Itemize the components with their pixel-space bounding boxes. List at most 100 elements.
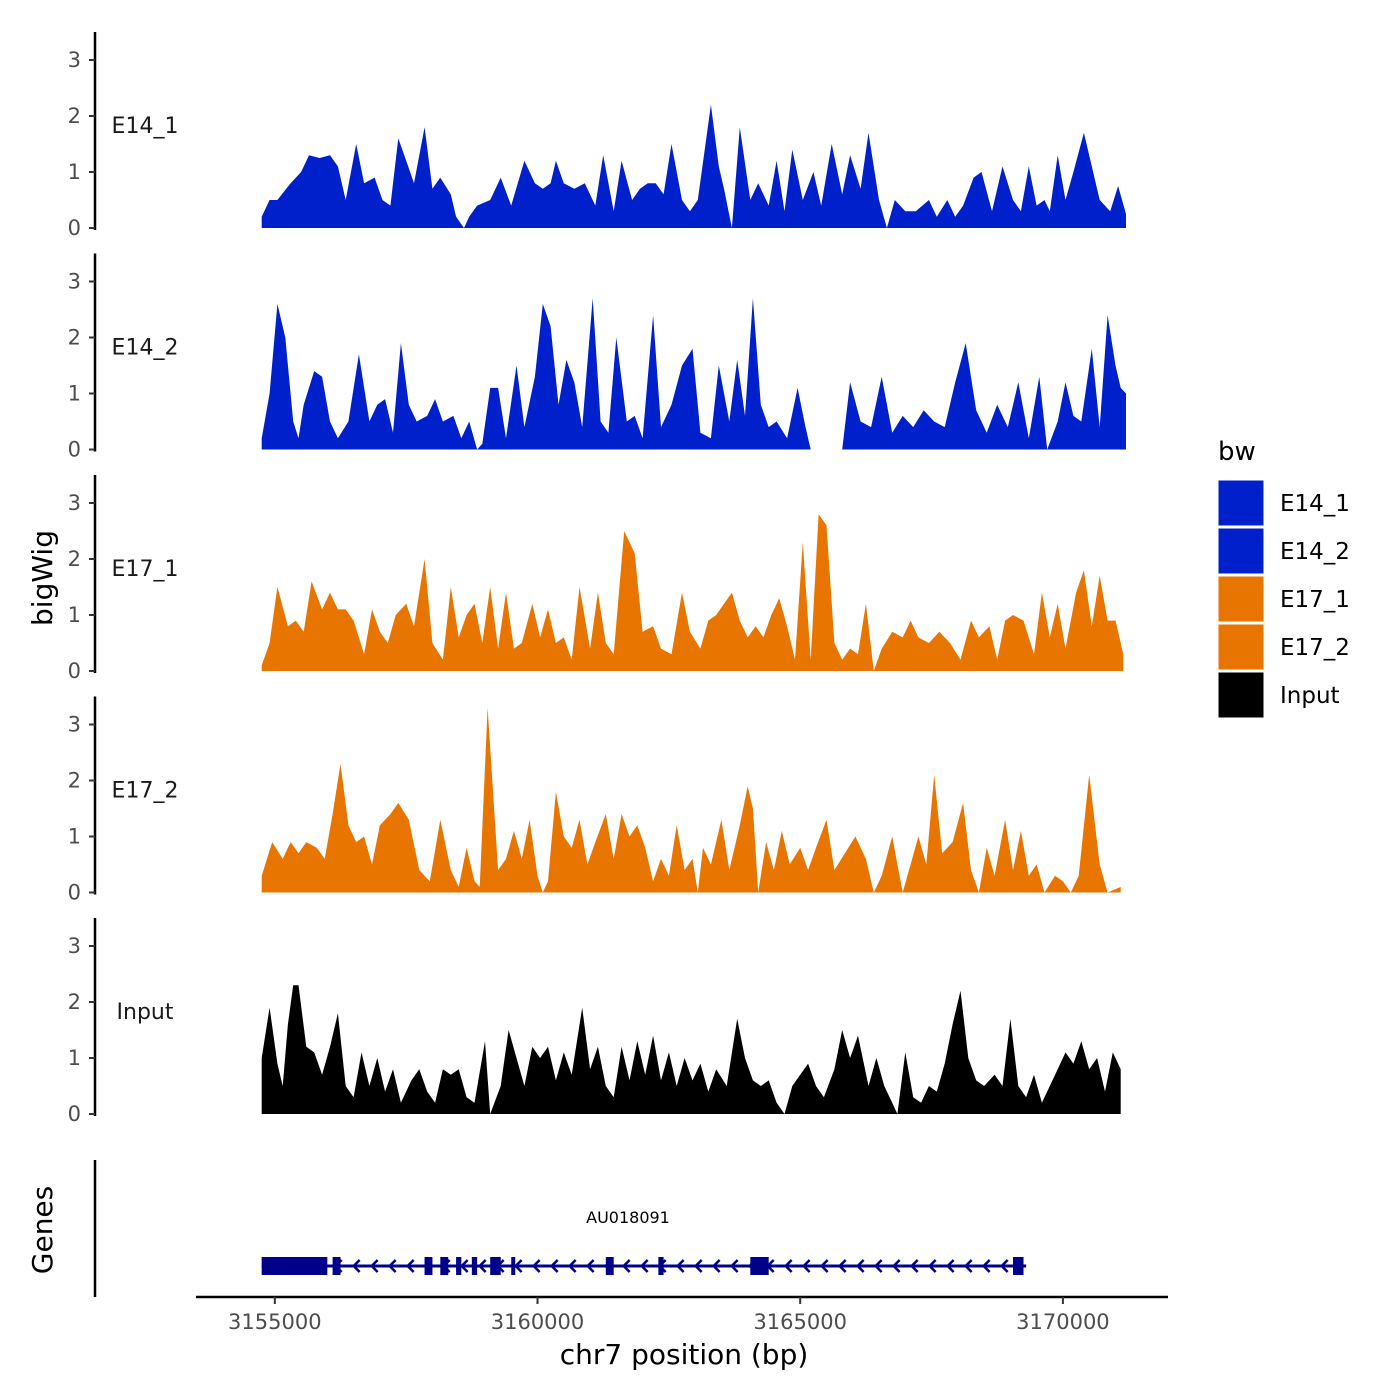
gene-exon	[658, 1257, 664, 1275]
gene-track: AU018091	[93, 1160, 1027, 1297]
track-area-e17_1	[261, 514, 1124, 671]
strand-arrow	[891, 1259, 901, 1273]
strand-arrow	[513, 1259, 523, 1273]
x-axis: 3155000 3160000 3165000 3170000	[196, 1295, 1168, 1334]
y-axis-title: bigWig	[26, 530, 59, 626]
y-tick-label: 0	[68, 216, 81, 240]
strand-arrow	[963, 1259, 973, 1273]
gene-exon	[511, 1257, 516, 1275]
track-e17_2: 0 1 2 3 E17_2	[68, 696, 1121, 905]
track-label-e14_1: E14_1	[112, 114, 179, 139]
x-tick-label: 3155000	[228, 1310, 322, 1334]
legend-swatch-e14_1	[1217, 479, 1265, 527]
gene-exon	[1013, 1257, 1024, 1275]
track-e14_1: 0 1 2 3 E14_1	[68, 32, 1126, 240]
gene-exon	[440, 1257, 449, 1275]
track-area-e14_1	[261, 104, 1126, 228]
strand-arrow	[567, 1259, 577, 1273]
strand-arrow	[405, 1259, 415, 1273]
strand-arrow	[783, 1259, 793, 1273]
gene-exon	[456, 1257, 462, 1275]
y-tick-label: 0	[68, 438, 81, 462]
strand-arrow	[693, 1259, 703, 1273]
track-label-e17_1: E17_1	[112, 557, 179, 582]
y-tick-label: 0	[68, 1102, 81, 1126]
strand-arrow	[477, 1259, 487, 1273]
track-label-e14_2: E14_2	[112, 335, 179, 360]
legend-label-e14_2: E14_2	[1280, 539, 1350, 565]
y-tick-label: 2	[68, 547, 81, 571]
strand-arrow	[801, 1259, 811, 1273]
genes-axis-title: Genes	[26, 1186, 59, 1274]
gene-exon	[605, 1257, 614, 1275]
y-tick-label: 1	[68, 1046, 81, 1070]
gene-exon	[750, 1257, 769, 1275]
strand-arrow	[837, 1259, 847, 1273]
y-tick-label: 1	[68, 382, 81, 406]
y-tick-label: 3	[68, 491, 81, 515]
strand-arrow	[351, 1259, 361, 1273]
strand-arrow	[819, 1259, 829, 1273]
strand-arrow	[909, 1259, 919, 1273]
gene-exon	[261, 1257, 328, 1275]
strand-arrow	[675, 1259, 685, 1273]
gene-exon	[471, 1257, 478, 1275]
legend-label-e17_1: E17_1	[1280, 587, 1350, 613]
gene-exon	[424, 1257, 433, 1275]
y-tick-label: 2	[68, 769, 81, 793]
y-tick-label: 2	[68, 104, 81, 128]
gene-name-label: AU018091	[586, 1208, 670, 1227]
gene-exon	[332, 1257, 341, 1275]
x-tick-label: 3165000	[753, 1310, 847, 1334]
legend-swatch-e17_2	[1217, 623, 1265, 671]
strand-arrow	[873, 1259, 883, 1273]
track-input: 0 1 2 3 Input	[68, 918, 1121, 1126]
strand-arrow	[981, 1259, 991, 1273]
track-area-e17_2	[261, 707, 1121, 893]
y-tick-label: 1	[68, 603, 81, 627]
strand-arrow	[639, 1259, 649, 1273]
track-e14_2: 0 1 2 3 E14_2	[68, 253, 1126, 462]
x-tick-label: 3170000	[1016, 1310, 1110, 1334]
legend-swatch-e14_2	[1217, 527, 1265, 575]
strand-arrow	[711, 1259, 721, 1273]
strand-arrow	[531, 1259, 541, 1273]
y-tick-label: 3	[68, 713, 81, 737]
x-tick-label: 3160000	[491, 1310, 585, 1334]
legend-swatch-input	[1217, 671, 1265, 719]
strand-arrow	[999, 1259, 1009, 1273]
y-tick-label: 0	[68, 881, 81, 905]
legend-label-e17_2: E17_2	[1280, 635, 1350, 661]
legend-label-input: Input	[1280, 683, 1340, 709]
y-tick-label: 0	[68, 659, 81, 683]
track-e17_1: 0 1 2 3 E17_1	[68, 475, 1124, 683]
legend-label-e14_1: E14_1	[1280, 491, 1350, 517]
y-tick-label: 2	[68, 990, 81, 1014]
y-tick-label: 3	[68, 48, 81, 72]
gene-exon	[490, 1257, 501, 1275]
strand-arrow	[855, 1259, 865, 1273]
track-area-input	[261, 985, 1121, 1114]
y-tick-label: 2	[68, 326, 81, 350]
y-tick-label: 3	[68, 270, 81, 294]
strand-arrow	[585, 1259, 595, 1273]
legend-title: bw	[1218, 437, 1256, 467]
y-tick-label: 1	[68, 160, 81, 184]
legend: bw E14_1 E14_2 E17_1 E17_2 Input	[1217, 437, 1350, 719]
strand-arrow	[729, 1259, 739, 1273]
y-tick-label: 3	[68, 934, 81, 958]
track-label-e17_2: E17_2	[112, 778, 179, 803]
legend-swatch-e17_1	[1217, 575, 1265, 623]
gene-model: AU018091	[261, 1208, 1027, 1275]
track-area-e14_2	[261, 298, 1126, 450]
track-label-input: Input	[117, 1000, 174, 1025]
y-tick-label: 1	[68, 825, 81, 849]
strand-arrow	[927, 1259, 937, 1273]
strand-arrow	[945, 1259, 955, 1273]
strand-arrow	[459, 1259, 469, 1273]
strand-arrow	[549, 1259, 559, 1273]
tracks-layer: 0 1 2 3 E14_1 0 1 2 3 E14_2 0 1 2 3 E17_1 0 1 2 3 E17_2 0 1 2 3…	[68, 32, 1126, 1126]
strand-arrow	[621, 1259, 631, 1273]
x-axis-title: chr7 position (bp)	[560, 1338, 809, 1371]
